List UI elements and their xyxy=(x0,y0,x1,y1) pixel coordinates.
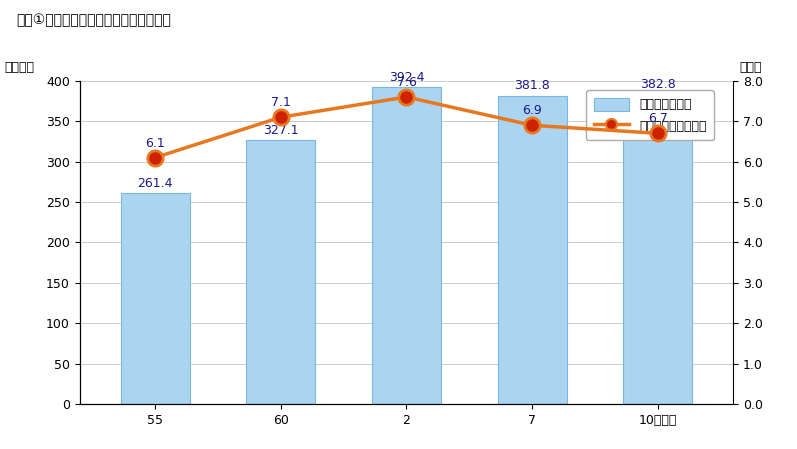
Text: 381.8: 381.8 xyxy=(514,79,550,92)
Text: （％）: （％） xyxy=(740,62,762,75)
Text: 図表①　情報通信産業の就業者数の推移: 図表① 情報通信産業の就業者数の推移 xyxy=(16,13,171,27)
Text: 392.4: 392.4 xyxy=(389,71,424,84)
Text: 7.6: 7.6 xyxy=(397,76,416,89)
Text: 6.9: 6.9 xyxy=(522,104,542,117)
Text: 327.1: 327.1 xyxy=(263,123,299,136)
Text: 382.8: 382.8 xyxy=(640,79,676,92)
Bar xyxy=(120,193,190,404)
Bar xyxy=(497,96,567,404)
Text: 261.4: 261.4 xyxy=(137,176,173,189)
Legend: 情報通信産業計, 情報通信産業構成比: 情報通信産業計, 情報通信産業構成比 xyxy=(587,90,714,140)
Bar xyxy=(372,87,441,404)
Text: 7.1: 7.1 xyxy=(271,96,291,109)
Bar xyxy=(623,95,693,404)
Text: （万人）: （万人） xyxy=(5,62,34,75)
Text: 6.1: 6.1 xyxy=(145,136,165,150)
Text: 6.7: 6.7 xyxy=(648,112,668,125)
Bar xyxy=(246,140,316,404)
